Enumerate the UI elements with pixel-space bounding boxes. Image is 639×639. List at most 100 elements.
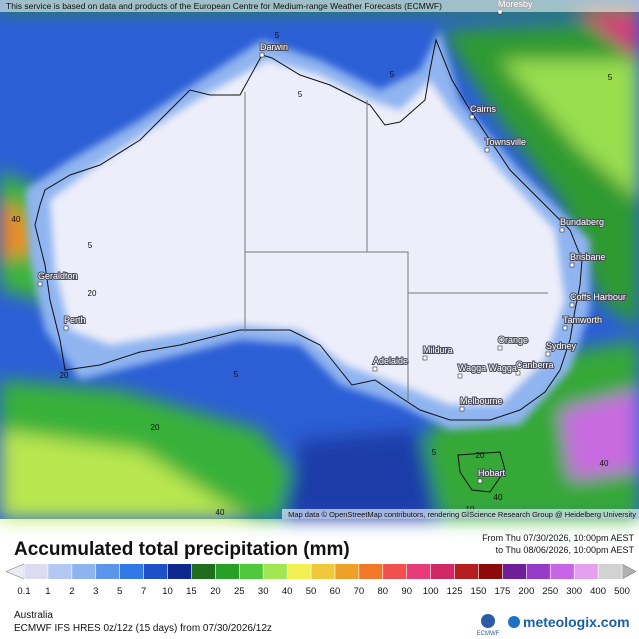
city-label: Hobart — [478, 468, 506, 478]
bar-segment — [454, 564, 479, 579]
bar-tick-label: 400 — [590, 586, 606, 597]
contour-label: 5 — [234, 370, 239, 379]
bar-tick-label: 150 — [471, 586, 487, 597]
bar-tick-label: 30 — [258, 586, 269, 597]
bar-segment — [47, 564, 73, 579]
city-label: Bundaberg — [560, 217, 604, 227]
city-marker — [457, 373, 463, 379]
contour-label: 20 — [60, 371, 69, 380]
bar-segment — [311, 564, 336, 579]
bar-tick-label: 5 — [117, 586, 122, 597]
city-label: Melbourne — [460, 396, 503, 406]
contour-label: 5 — [390, 70, 395, 79]
contour-label: 40 — [12, 215, 21, 224]
bar-tick-label: 100 — [423, 586, 439, 597]
bar-segment — [143, 564, 168, 579]
city-marker — [422, 355, 428, 361]
city-label: Tamworth — [563, 315, 602, 325]
bar-tick-label: 0.1 — [17, 586, 30, 597]
bar-segment — [119, 564, 144, 579]
state-borders — [244, 92, 548, 402]
map — [0, 0, 639, 519]
bar-segment — [71, 564, 97, 579]
region: Australia — [14, 610, 53, 621]
color-bar: 0.1 1 2 3 5 7 10 15 20 25 30 40 50 60 70 80 90 100 125 150 1… — [5, 563, 637, 597]
bar-segment — [215, 564, 240, 579]
bar-tick-label: 300 — [566, 586, 582, 597]
ecmwf-logo: ECMWF — [477, 631, 500, 637]
city-label: Coffs Harbour — [570, 292, 626, 302]
bar-low-arrow — [5, 563, 25, 580]
contour-label: 40 — [494, 493, 503, 502]
ecmwf-icon — [481, 614, 495, 628]
model: ECMWF IFS HRES 0z/12z (15 days) from 07/… — [14, 623, 272, 634]
city-marker — [562, 325, 568, 331]
bar-tick-label: 25 — [234, 586, 245, 597]
city-marker — [497, 345, 503, 351]
city-label: Perth — [64, 315, 86, 325]
contour-label: 20 — [88, 289, 97, 298]
city-label: Wagga Wagga — [458, 363, 517, 373]
bar-tick-label: 50 — [306, 586, 317, 597]
contour-label: 5 — [88, 241, 93, 250]
bar-segment — [430, 564, 455, 579]
legend-title: Accumulated total precipitation (mm) — [14, 539, 350, 560]
city-label: Geraldton — [38, 271, 78, 281]
bar-segment — [574, 564, 599, 579]
city-marker — [569, 302, 575, 308]
credit-bg — [282, 509, 639, 519]
bar-segment — [406, 564, 431, 579]
city-marker — [469, 114, 475, 120]
bar-tick-label: 15 — [186, 586, 197, 597]
city-marker — [515, 370, 521, 376]
bar-segment — [550, 564, 575, 579]
city-label: Cairns — [470, 104, 497, 114]
site-icon — [508, 616, 520, 628]
city-marker — [37, 281, 43, 287]
bar-tick-label: 60 — [330, 586, 341, 597]
bar-tick-label: 200 — [518, 586, 534, 597]
city-label: Mildura — [423, 345, 453, 355]
city-label: Sydney — [546, 341, 577, 351]
bar-tick-label: 3 — [93, 586, 98, 597]
bar-segment — [95, 564, 120, 579]
city-marker — [459, 406, 465, 412]
contour-label: 5 — [432, 448, 437, 457]
city-marker — [484, 147, 490, 153]
bar-tick-label: 40 — [282, 586, 293, 597]
city-marker — [569, 262, 575, 268]
contour-label: 5 — [275, 31, 280, 40]
city-label: Townsville — [485, 137, 526, 147]
bar-segment — [287, 564, 312, 579]
bar-tick-label: 20 — [210, 586, 221, 597]
attribution-bg — [0, 0, 639, 12]
period-from: From Thu 07/30/2026, 10:00pm AEST — [482, 533, 634, 543]
city-marker — [259, 52, 265, 58]
bar-tick-label: 7 — [141, 586, 146, 597]
coastline — [34, 38, 583, 421]
attribution: This service is based on data and produc… — [6, 1, 442, 11]
bar-tick-label: 175 — [494, 586, 510, 597]
map-credit: Map data © OpenStreetMap contributors, r… — [288, 510, 636, 519]
bar-tick-label: 10 — [162, 586, 173, 597]
city-marker — [545, 351, 551, 357]
contour-label: 20 — [151, 423, 160, 432]
bar-segment — [263, 564, 288, 579]
city-marker — [477, 478, 483, 484]
city-marker — [63, 325, 69, 331]
contour-label: 20 — [476, 451, 485, 460]
city-label: Brisbane — [570, 252, 606, 262]
contour-label: 5 — [298, 90, 303, 99]
bar-segment — [191, 564, 216, 579]
site: meteologix.com — [523, 614, 630, 630]
contour-label: 40 — [216, 508, 225, 517]
bar-segment — [382, 564, 408, 579]
bar-segment — [239, 564, 264, 579]
period-to: to Thu 08/06/2026, 10:00pm AEST — [496, 545, 635, 555]
contour-label: 40 — [600, 459, 609, 468]
bar-segment — [24, 564, 49, 579]
city-label: Darwin — [260, 42, 288, 52]
bar-segment — [334, 564, 360, 579]
